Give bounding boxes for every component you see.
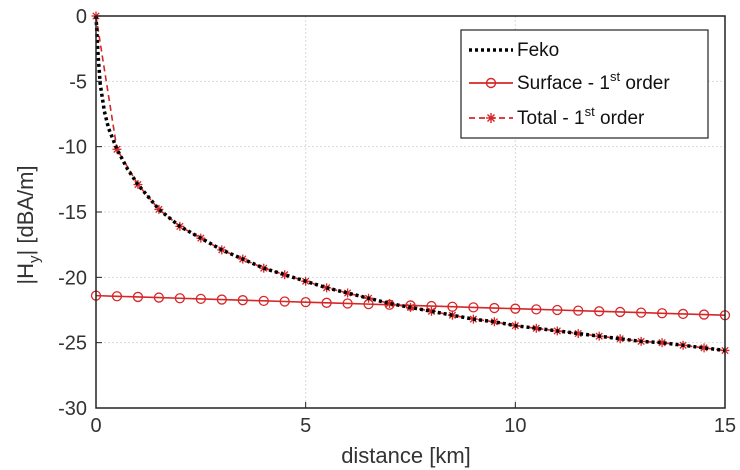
x-axis-label: distance [km] [341, 443, 471, 468]
y-tick-label: -25 [58, 333, 87, 355]
y-axis-label-suffix: | [dBA/m] [13, 165, 38, 255]
y-tick-label: -30 [58, 398, 87, 420]
legend: Feko Surface - 1st order Total - 1st ord… [461, 30, 708, 138]
y-tick-label: -10 [58, 137, 87, 159]
y-axis-label: |Hy| [dBA/m] [13, 165, 43, 284]
legend-label-total: Total - 1st order [517, 104, 645, 129]
x-tick-label: 5 [300, 415, 311, 437]
legend-marker-total [486, 113, 496, 123]
y-axis-label-main: |H [13, 263, 38, 285]
x-tick-label: 15 [714, 415, 736, 437]
y-tick-label: -20 [58, 267, 87, 289]
y-tick-label: -5 [69, 71, 87, 93]
x-tick-label: 10 [504, 415, 526, 437]
legend-label-surface: Surface - 1st order [517, 69, 670, 94]
x-tick-label: 0 [90, 415, 101, 437]
y-tick-label: 0 [76, 6, 87, 28]
y-tick-label: -15 [58, 202, 87, 224]
legend-label-feko: Feko [517, 40, 559, 61]
